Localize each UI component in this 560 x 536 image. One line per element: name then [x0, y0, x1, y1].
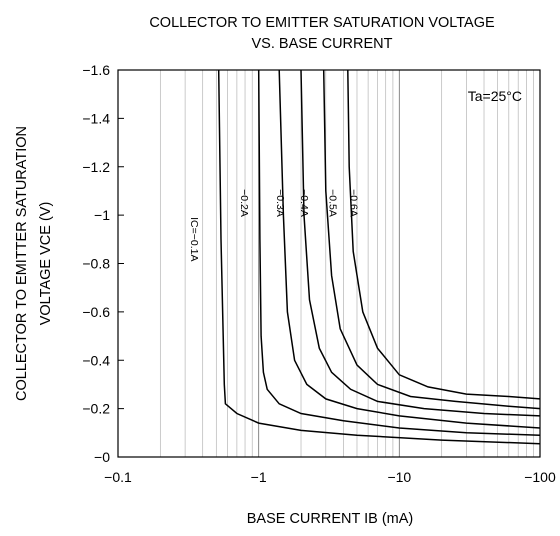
x-tick-label: −100 — [524, 469, 556, 485]
grid — [159, 70, 534, 457]
series-label: −0.2A — [238, 189, 250, 217]
series-label: IC=−0.1A — [188, 217, 200, 261]
y-tick-label: −0 — [94, 449, 110, 465]
chart-title: COLLECTOR TO EMITTER SATURATION VOLTAGE V… — [149, 15, 495, 52]
series-label: −0.5A — [327, 189, 339, 217]
y-tick-label: −1.4 — [82, 110, 110, 126]
plot-frame — [117, 69, 541, 458]
y-tick-label: −1 — [94, 207, 110, 223]
series-line — [322, 69, 541, 410]
series-line — [300, 69, 541, 417]
y-axis-label-line: VOLTAGE VCE (V) — [38, 202, 54, 326]
series-line — [217, 69, 541, 445]
y-tick-label: −1.6 — [82, 62, 110, 78]
series-label: −0.6A — [348, 189, 360, 217]
condition-annotation: Ta=25°C — [468, 88, 522, 104]
series-line — [278, 69, 541, 429]
y-tick-label: −0.6 — [82, 304, 110, 320]
y-tick-label: −0.2 — [82, 401, 110, 417]
y-tick-label: −0.8 — [82, 256, 110, 272]
y-axis-label: COLLECTOR TO EMITTER SATURATION VOLTAGE V… — [14, 126, 54, 401]
x-tick-labels: −0.1 −1 −10 −100 — [104, 469, 556, 485]
x-tick-label: −10 — [387, 469, 411, 485]
series-label: −0.3A — [274, 189, 286, 217]
y-tick-labels: −0 −0.2 −0.4 −0.6 −0.8 −1 −1.2 −1.4 −1.6 — [82, 62, 124, 465]
y-tick-label: −0.4 — [82, 352, 110, 368]
x-tick-label: −0.1 — [104, 469, 132, 485]
series-labels: IC=−0.1A −0.2A −0.3A −0.4A −0.5A −0.6A — [188, 189, 360, 261]
chart-title-line: COLLECTOR TO EMITTER SATURATION VOLTAGE — [149, 15, 495, 31]
x-tick-label: −1 — [251, 469, 267, 485]
y-axis-label-line: COLLECTOR TO EMITTER SATURATION — [14, 126, 30, 401]
chart-title-line: VS. BASE CURRENT — [252, 36, 393, 52]
series-lines — [217, 69, 541, 445]
series-line — [347, 69, 541, 400]
y-tick-label: −1.2 — [82, 159, 110, 175]
series-label: −0.4A — [298, 189, 310, 217]
x-axis-label: BASE CURRENT IB (mA) — [247, 511, 414, 527]
series-line — [257, 69, 541, 436]
